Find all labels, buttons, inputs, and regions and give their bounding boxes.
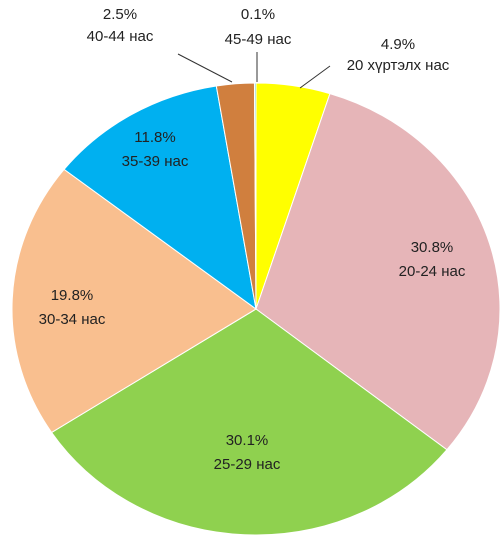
pie-slice bbox=[255, 93, 501, 451]
pie-slice bbox=[11, 168, 257, 434]
data-label: 30.8% bbox=[411, 239, 454, 256]
pie-slice bbox=[253, 82, 257, 310]
leader-line bbox=[177, 53, 233, 83]
category-label: 40-44 нас bbox=[87, 28, 154, 45]
category-label: 25-29 нас bbox=[214, 456, 281, 473]
data-label: 11.8% bbox=[134, 129, 175, 146]
category-label: 20-24 нас bbox=[399, 263, 466, 280]
data-label: 2.5% bbox=[103, 6, 137, 23]
data-label: 0.1% bbox=[241, 6, 275, 23]
pie-slice bbox=[50, 308, 448, 536]
category-label: 45-49 нас bbox=[225, 31, 292, 48]
data-label: 30.1% bbox=[226, 432, 269, 449]
category-label: 20 хүртэлх нас bbox=[347, 57, 450, 74]
data-label: 4.9% bbox=[381, 36, 415, 53]
leader-line bbox=[299, 65, 331, 89]
category-label: 30-34 нас bbox=[39, 311, 106, 328]
pie-slice bbox=[63, 85, 257, 311]
category-label: 35-39 нас bbox=[122, 153, 189, 170]
data-label: 19.8% bbox=[51, 287, 94, 304]
